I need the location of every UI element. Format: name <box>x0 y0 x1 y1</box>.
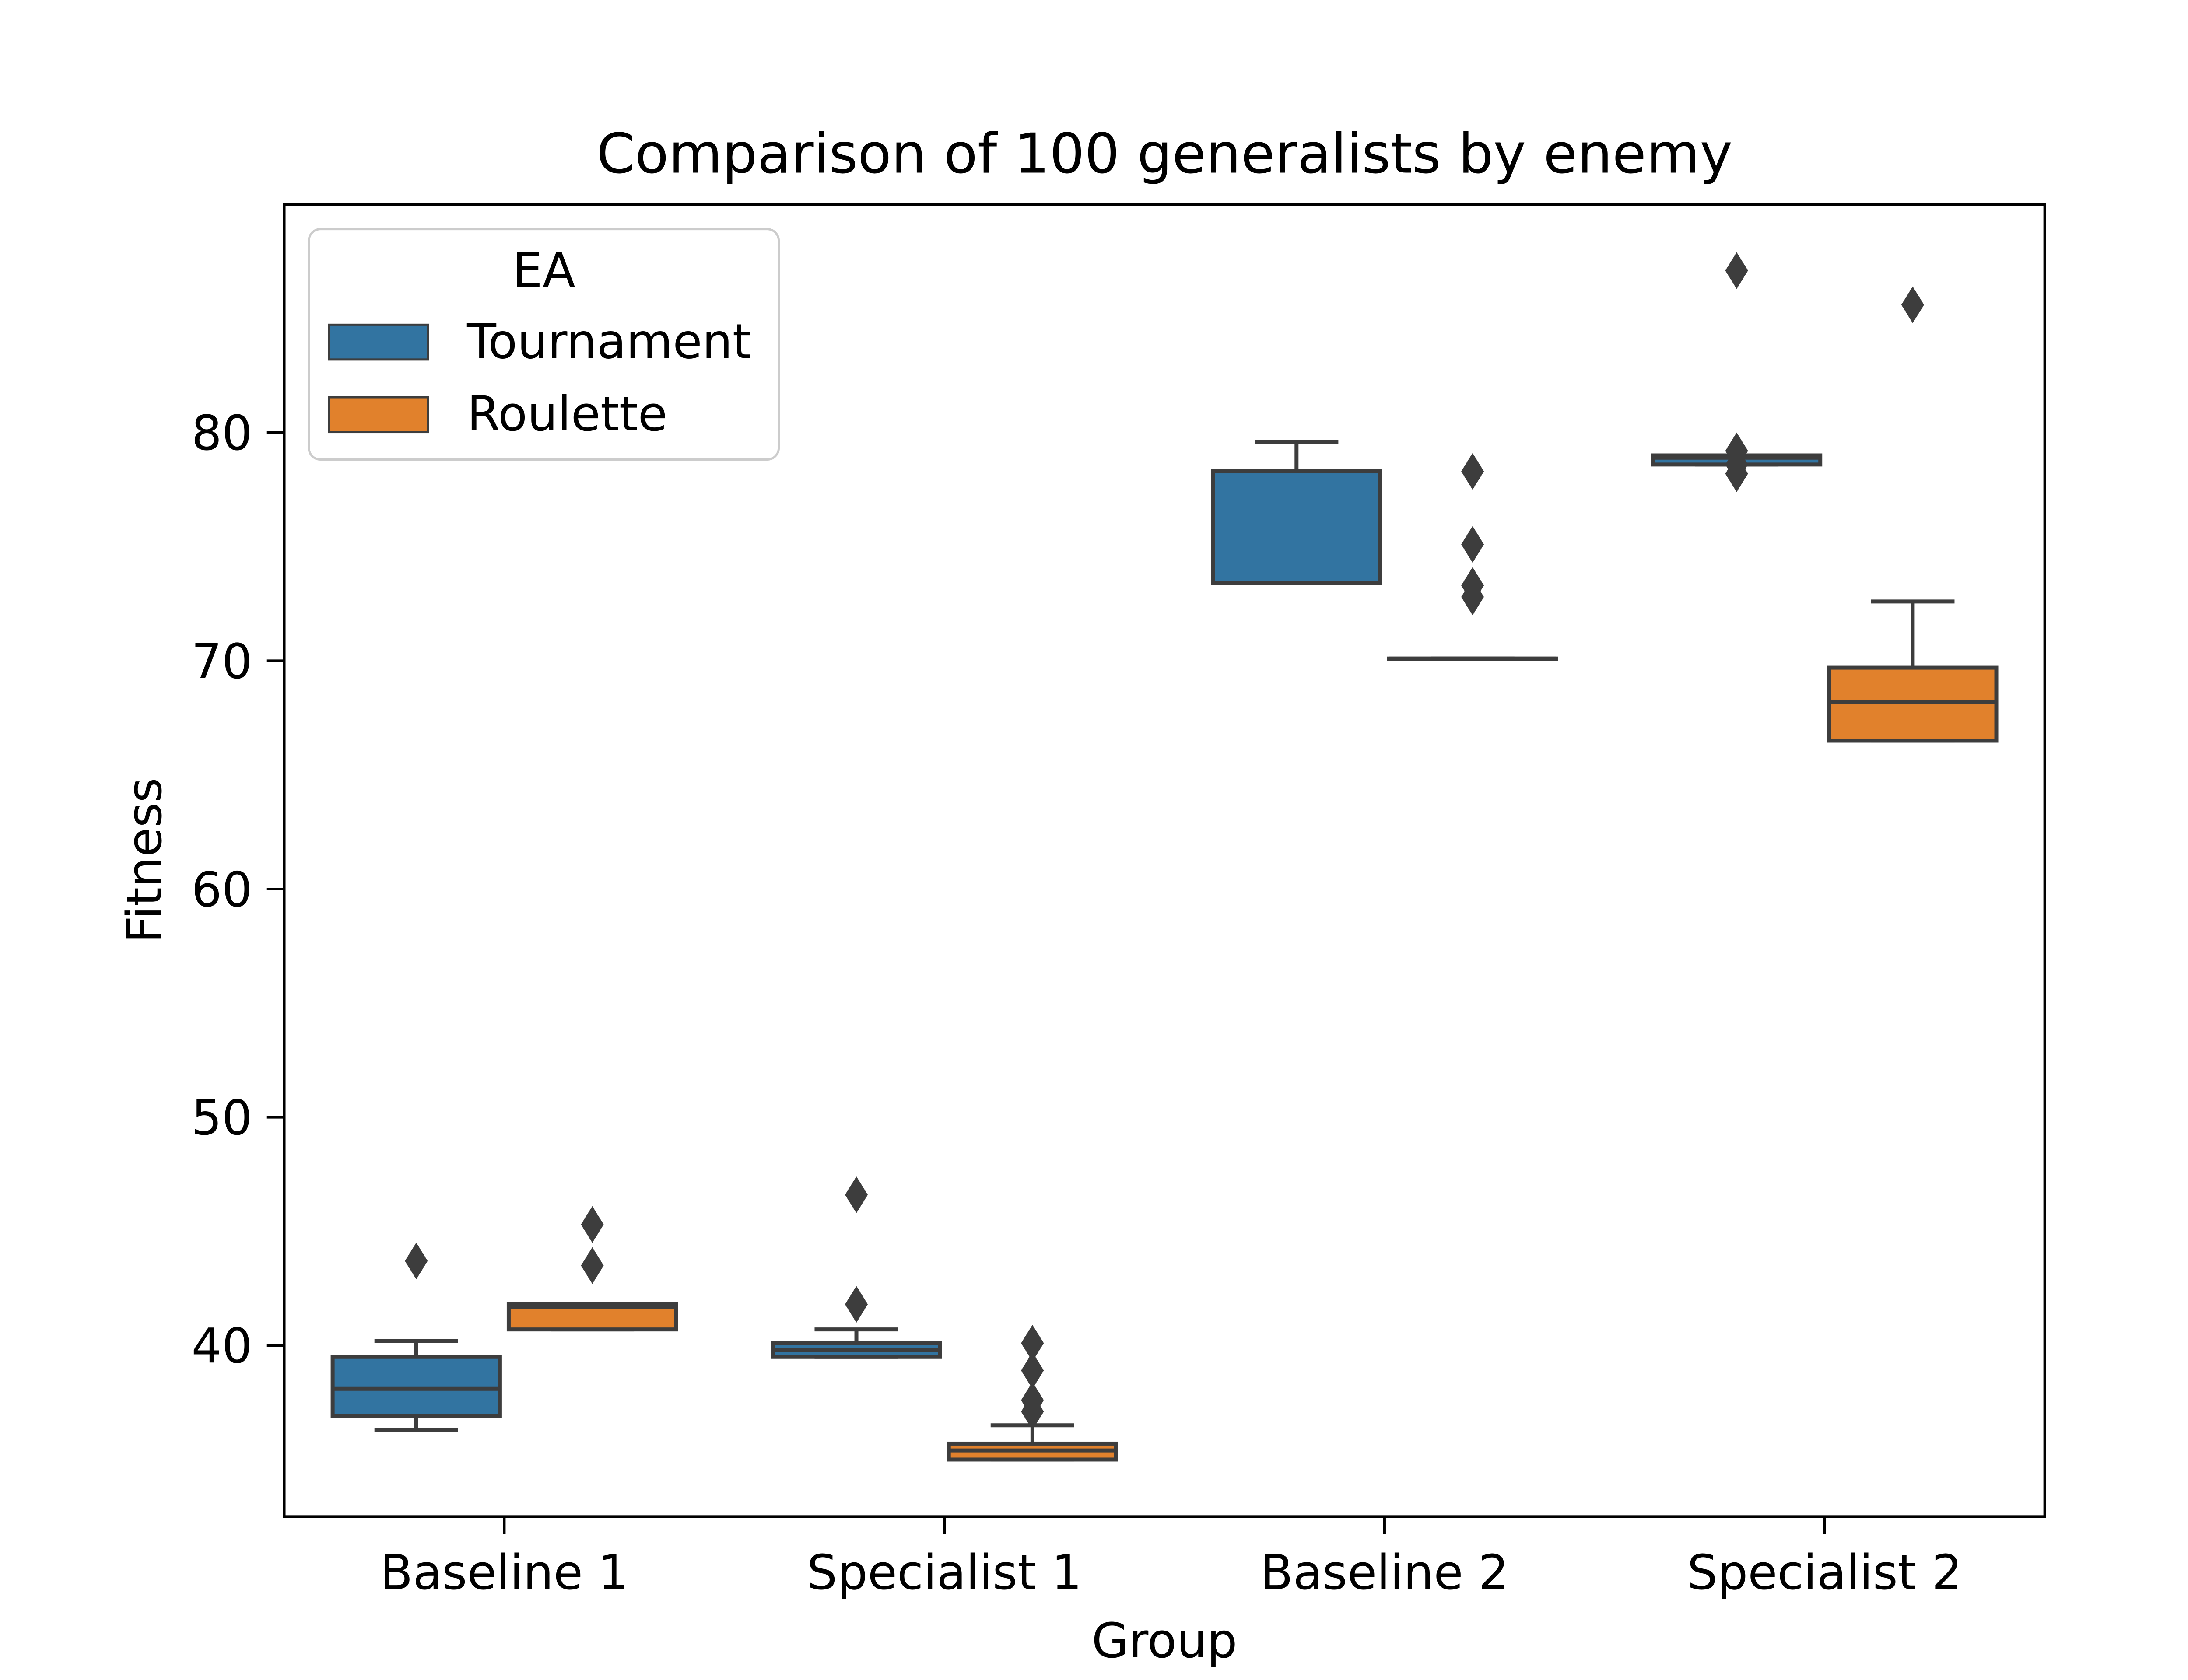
plot-area <box>330 252 1999 1462</box>
outlier-point <box>405 1242 428 1280</box>
y-tick-label: 40 <box>191 1318 252 1374</box>
box <box>330 1354 502 1418</box>
outlier-point <box>1461 526 1484 563</box>
legend-title: EA <box>512 242 575 298</box>
outlier-point <box>1021 1324 1044 1362</box>
outlier-point <box>1461 567 1484 604</box>
x-tick-label: Specialist 1 <box>807 1544 1082 1600</box>
outlier-point <box>845 1176 868 1213</box>
outlier-point <box>1021 1382 1044 1419</box>
outlier-point <box>1725 252 1748 289</box>
outlier-point <box>581 1247 604 1284</box>
y-tick-label: 80 <box>191 405 252 461</box>
y-axis-label: Fitness <box>116 777 172 943</box>
box <box>1827 665 1999 743</box>
chart-title: Comparison of 100 generalists by enemy <box>596 121 1732 186</box>
outlier-point <box>581 1206 604 1243</box>
box <box>1211 469 1382 585</box>
x-tick-label: Baseline 1 <box>380 1544 628 1600</box>
plot-frame <box>283 203 2046 1518</box>
x-tick-label: Specialist 2 <box>1687 1544 1962 1600</box>
legend-entry-label: Tournament <box>466 314 751 370</box>
outlier-point <box>1021 1352 1044 1389</box>
x-axis-label: Group <box>1092 1613 1238 1669</box>
y-tick-label: 50 <box>191 1090 252 1146</box>
outlier-point <box>1461 453 1484 490</box>
y-tick-label: 60 <box>191 861 252 917</box>
legend-swatch <box>328 323 429 361</box>
outlier-point <box>1725 432 1748 469</box>
legend-entry-label: Roulette <box>467 386 667 442</box>
outlier-point <box>845 1286 868 1323</box>
y-tick-label: 70 <box>191 634 252 690</box>
x-tick-label: Baseline 2 <box>1260 1544 1509 1600</box>
axes: 40 50 60 70 80 Baseline 1 Specialist 1 Baseline… <box>191 203 2046 1600</box>
outlier-point <box>1901 286 1924 323</box>
legend-swatch <box>328 396 429 434</box>
legend: EA Tournament Roulette <box>308 228 780 461</box>
